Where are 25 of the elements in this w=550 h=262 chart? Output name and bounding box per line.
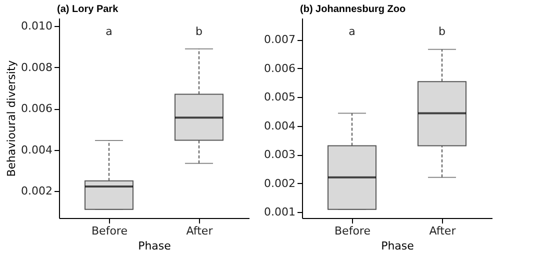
y-tick-label: 0.003 [264,148,296,162]
y-tick-label: 0.005 [264,90,296,104]
x-tick-label: Before [334,224,371,238]
y-tick-label: 0.008 [21,60,52,74]
x-tick-label: Before [92,224,128,238]
annotation: a [106,25,112,38]
y-tick-label: 0.007 [264,33,296,46]
y-axis-title: Behavioural diversity [5,60,18,177]
y-tick-label: 0.004 [21,143,52,156]
y-tick-label: 0.006 [21,102,52,116]
y-tick-label: 0.001 [264,206,296,219]
y-tick-label: 0.002 [264,176,296,190]
chart-title: (a) Lory Park [57,4,119,15]
x-axis-title: Phase [381,240,414,252]
x-tick-label: After [186,224,214,238]
y-tick-label: 0.006 [264,62,296,75]
x-axis-title: Phase [138,240,172,252]
y-tick-label: 0.010 [21,20,52,33]
annotation: b [196,25,203,38]
y-tick-label: 0.002 [21,184,52,198]
annotation: b [438,25,446,38]
x-tick-label: After [429,224,456,238]
annotation: a [348,25,356,38]
y-tick-label: 0.004 [264,119,296,132]
chart-title: (b) Johannesburg Zoo [300,4,406,15]
